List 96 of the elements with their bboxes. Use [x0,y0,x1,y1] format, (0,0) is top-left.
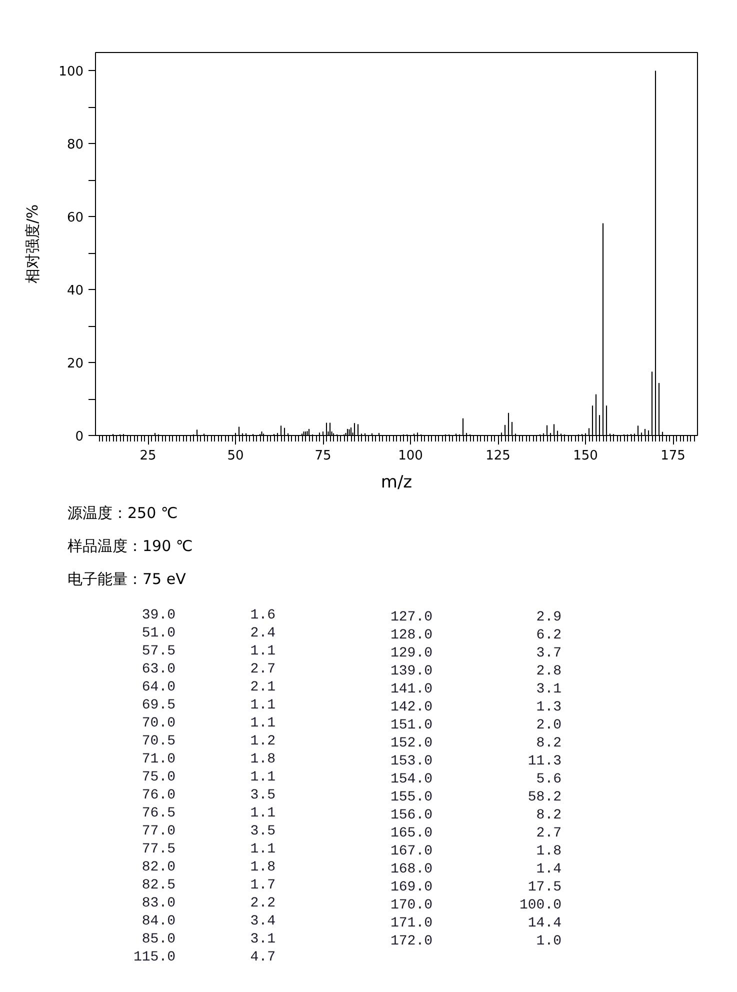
category-label: 69.5 [142,698,176,714]
category-label: 141.0 [390,682,433,698]
data-label: 1.1 [250,770,276,786]
data-label: 11.3 [528,754,562,770]
category-label: 171.0 [390,916,433,932]
category-label: 70.5 [142,734,176,750]
category-label: 155.0 [390,790,433,806]
data-label: 1.1 [250,698,276,714]
data-label: 1.1 [250,806,276,822]
category-label: 85.0 [142,932,176,948]
category-label: 152.0 [390,736,433,752]
category-label: 127.0 [390,610,433,626]
y-tick-label: 40 [66,284,84,299]
data-label: 8.2 [536,808,562,824]
data-label: 1.0 [536,934,562,950]
category-label: 77.5 [142,842,176,858]
category-label: 76.0 [142,788,176,804]
x-tick-label: 150 [573,448,598,464]
category-label: 64.0 [142,680,176,696]
category-label: 82.0 [142,860,176,876]
data-label: 1.6 [250,608,276,624]
category-label: 51.0 [142,626,176,642]
category-label: 165.0 [390,826,433,842]
data-label: 2.9 [536,610,562,626]
data-label: 1.8 [250,752,276,768]
text: 电子能量：75 eV [68,570,187,588]
category-label: 82.5 [142,878,176,894]
y-tick-label: 80 [66,138,84,153]
category-label: 169.0 [390,880,433,896]
y-axis-title: 相对强度/% [24,204,42,284]
data-label: 14.4 [528,916,562,932]
data-label: 2.7 [250,662,276,678]
data-label: 1.8 [536,844,562,860]
data-label: 1.2 [250,734,276,750]
data-label: 8.2 [536,736,562,752]
category-label: 70.0 [142,716,176,732]
category-label: 57.5 [142,644,176,660]
data-label: 1.1 [250,644,276,660]
category-label: 115.0 [133,950,176,966]
data-label: 3.4 [250,914,276,930]
y-tick-label: 0 [75,430,84,444]
data-label: 3.5 [250,824,276,840]
x-axis-title: m/z [380,472,412,492]
data-label: 3.1 [536,682,562,698]
category-label: 172.0 [390,934,433,950]
category-label: 154.0 [390,772,433,788]
x-tick-label: 50 [227,448,244,464]
data-label: 3.7 [536,646,562,662]
data-label: 1.8 [250,860,276,876]
category-label: 83.0 [142,896,176,912]
data-label: 2.0 [536,718,562,734]
x-tick-label: 100 [398,448,423,464]
data-label: 1.3 [536,700,562,716]
data-label: 1.4 [536,862,562,878]
category-label: 168.0 [390,862,433,878]
category-label: 139.0 [390,664,433,680]
data-label: 17.5 [528,880,562,896]
category-label: 63.0 [142,662,176,678]
y-tick-label: 100 [58,64,84,80]
category-label: 129.0 [390,646,433,662]
data-label: 2.1 [250,680,276,696]
category-label: 167.0 [390,844,433,860]
category-label: 153.0 [390,754,433,770]
y-tick-label: 60 [66,210,84,226]
x-tick-label: 175 [660,448,686,464]
data-label: 100.0 [519,898,562,914]
category-label: 39.0 [142,608,176,624]
category-label: 75.0 [142,770,176,786]
data-label: 3.5 [250,788,276,804]
data-label: 1.7 [250,878,276,894]
data-label: 3.1 [250,932,276,948]
text: 样品温度：190 ℃ [68,537,193,555]
category-label: 156.0 [390,808,433,824]
data-label: 2.2 [250,896,276,912]
y-tick-label: 20 [66,356,84,372]
category-label: 71.0 [142,752,176,768]
category-label: 84.0 [142,914,176,930]
category-label: 151.0 [390,718,433,734]
data-label: 2.8 [536,664,562,680]
data-label: 2.7 [536,826,562,842]
x-tick-label: 75 [314,448,332,464]
data-label: 1.1 [250,842,276,858]
data-label: 58.2 [528,790,562,806]
data-label: 6.2 [536,628,562,644]
data-label: 1.1 [250,716,276,732]
data-label: 4.7 [250,950,276,966]
category-label: 76.5 [142,806,176,822]
category-label: 170.0 [390,898,433,914]
category-label: 142.0 [390,700,433,716]
data-label: 2.4 [250,626,276,642]
category-label: 77.0 [142,824,176,840]
x-tick-label: 25 [140,448,156,464]
text: 源温度：250 ℃ [68,504,178,522]
category-label: 128.0 [390,628,433,644]
x-tick-label: 125 [486,448,510,464]
data-label: 5.6 [536,772,562,788]
